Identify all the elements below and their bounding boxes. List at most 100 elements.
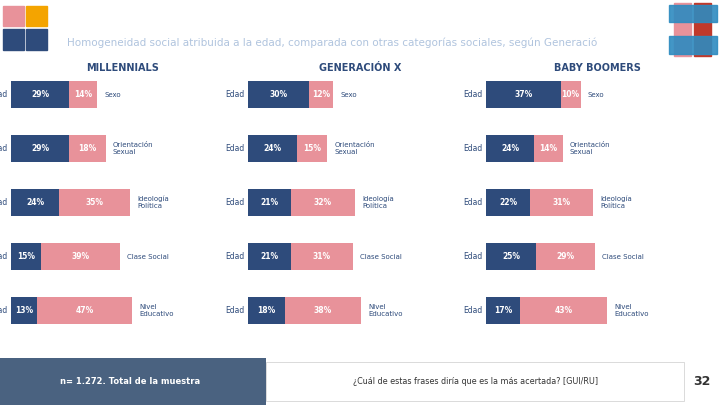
Text: 13%: 13% [15,306,33,315]
Text: 32%: 32% [314,198,332,207]
Text: Ideología
Política: Ideología Política [137,196,168,209]
Text: Edad: Edad [0,90,7,99]
Text: Orientación
Sexual: Orientación Sexual [334,142,375,155]
FancyBboxPatch shape [0,358,266,405]
Text: Clase Social: Clase Social [602,254,644,260]
Text: Edad: Edad [0,198,7,207]
Text: 43%: 43% [554,306,572,315]
Text: Edad: Edad [225,90,245,99]
FancyBboxPatch shape [11,243,41,270]
FancyBboxPatch shape [11,81,69,108]
Bar [669,36,717,54]
Text: 14%: 14% [539,144,557,153]
Bar [26,29,47,50]
Text: 37%: 37% [514,90,532,99]
FancyBboxPatch shape [248,297,284,324]
Text: Homogeneidad social atribuida a la edad, comparada con otras categorías sociales: Homogeneidad social atribuida a la edad,… [67,37,598,47]
Text: 15%: 15% [303,144,321,153]
Text: n= 1.272. Total de la muestra: n= 1.272. Total de la muestra [60,377,199,386]
FancyBboxPatch shape [11,189,59,216]
Text: Edad: Edad [463,306,482,315]
FancyBboxPatch shape [486,135,534,162]
Text: Edad: Edad [463,90,482,99]
Bar [669,5,717,22]
Text: Edad: Edad [463,144,482,153]
Text: 31%: 31% [313,252,331,261]
Text: 30%: 30% [269,90,288,99]
Text: Edad: Edad [463,198,482,207]
FancyBboxPatch shape [291,189,355,216]
Text: Edad: Edad [0,252,7,261]
Bar [674,3,691,56]
Text: 32: 32 [693,375,711,388]
FancyBboxPatch shape [41,243,120,270]
FancyBboxPatch shape [248,81,309,108]
Text: GENERACIÓN X: GENERACIÓN X [319,63,401,73]
Text: Orientación
Sexual: Orientación Sexual [570,142,611,155]
Text: 39%: 39% [71,252,89,261]
Bar [3,6,24,26]
Text: Orientación
Sexual: Orientación Sexual [113,142,153,155]
FancyBboxPatch shape [521,297,607,324]
Text: 22%: 22% [499,198,517,207]
Bar [694,3,711,56]
Text: 47%: 47% [76,306,94,315]
FancyBboxPatch shape [291,243,354,270]
FancyBboxPatch shape [486,81,561,108]
FancyBboxPatch shape [69,135,106,162]
Text: 14%: 14% [74,90,92,99]
Text: MILLENNIALS: MILLENNIALS [86,63,159,73]
Text: Sexo: Sexo [341,92,357,98]
Bar [26,6,47,26]
Text: Sexo: Sexo [104,92,121,98]
FancyBboxPatch shape [486,297,521,324]
Text: 24%: 24% [264,144,282,153]
Text: 31%: 31% [552,198,571,207]
Text: Sexo: Sexo [588,92,605,98]
Text: Nivel
Educativo: Nivel Educativo [369,304,403,317]
Text: 25%: 25% [503,252,521,261]
Text: Ideología
Política: Ideología Política [600,196,631,209]
FancyBboxPatch shape [248,189,291,216]
FancyBboxPatch shape [11,297,37,324]
Text: 15%: 15% [17,252,35,261]
Text: 21%: 21% [261,252,279,261]
Text: Edad: Edad [463,252,482,261]
Text: Edad: Edad [225,144,245,153]
FancyBboxPatch shape [11,135,69,162]
Text: 21%: 21% [261,198,279,207]
Text: 35%: 35% [86,198,104,207]
Text: 29%: 29% [557,252,575,261]
FancyBboxPatch shape [266,362,684,401]
Text: 17%: 17% [494,306,512,315]
FancyBboxPatch shape [486,189,531,216]
Text: 24%: 24% [26,198,44,207]
Text: 18%: 18% [258,306,276,315]
Text: Nivel
Educativo: Nivel Educativo [614,304,649,317]
Text: ¿Cuál de estas frases diría que es la más acertada? [GUI/RU]: ¿Cuál de estas frases diría que es la má… [353,377,598,386]
Text: Edad: Edad [225,198,245,207]
Text: Edad: Edad [0,144,7,153]
Text: 10%: 10% [562,90,580,99]
Text: Clase Social: Clase Social [127,254,168,260]
FancyBboxPatch shape [309,81,333,108]
Text: 29%: 29% [31,90,49,99]
FancyBboxPatch shape [37,297,132,324]
Text: Edad: Edad [225,252,245,261]
FancyBboxPatch shape [297,135,327,162]
Text: Clase Social: Clase Social [361,254,402,260]
Text: 12%: 12% [312,90,330,99]
Text: 18%: 18% [78,144,96,153]
Text: Edad: Edad [0,306,7,315]
Text: 29%: 29% [31,144,49,153]
FancyBboxPatch shape [248,243,291,270]
Text: Nivel
Educativo: Nivel Educativo [139,304,174,317]
Text: Edad: Edad [225,306,245,315]
FancyBboxPatch shape [536,243,595,270]
Text: BABY BOOMERS: BABY BOOMERS [554,63,641,73]
Text: 4. AUTOIDENTIFICACIÓN GENERACIONAL: 4. AUTOIDENTIFICACIÓN GENERACIONAL [67,10,337,23]
Bar [3,29,24,50]
FancyBboxPatch shape [486,243,536,270]
Text: 38%: 38% [314,306,332,315]
FancyBboxPatch shape [534,135,562,162]
